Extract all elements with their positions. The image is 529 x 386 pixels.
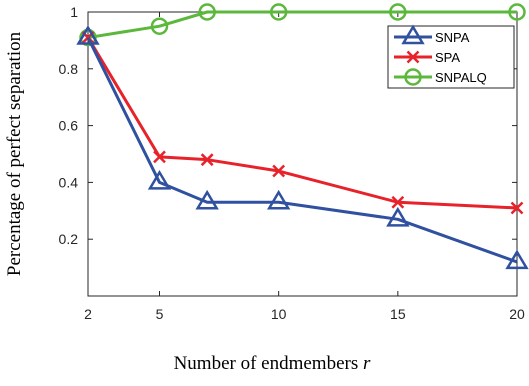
legend-marker-spa [406,50,420,64]
legend-entry-snpa: SNPA [394,24,470,45]
legend-marker-snpa [401,24,425,45]
data-point-snpa [505,249,529,270]
series-line-snpa [86,36,518,264]
x-axis-title-text: Number of endmembers [174,353,363,374]
y-axis-title: Percentage of perfect separation [4,31,25,276]
x-tick-label: 5 [156,306,164,322]
x-tick-label: 20 [509,306,525,322]
series-line-spa [86,36,518,210]
series-snpalq [79,3,526,47]
series-line-snpalq [87,10,517,40]
legend: SNPA SPA SNPALQ [387,24,515,89]
legend-marker-snpalq [404,68,422,86]
data-point-snpalq [269,3,288,21]
y-tick-label: 0.4 [59,174,79,190]
x-tick-label: 2 [84,306,92,322]
y-tick-label: 1 [70,4,78,20]
x-tick-label: 10 [271,306,287,322]
data-point-spa [272,164,286,178]
x-axis-title: Number of endmembers r [174,353,371,374]
data-point-spa [200,153,214,167]
data-point-snpa [195,189,219,210]
series-layer [76,3,529,270]
data-point-snpalq [508,3,526,21]
legend-entry-spa: SPA [394,50,460,65]
legend-entry-snpalq: SNPALQ [394,68,487,86]
data-point-snpalq [389,3,407,21]
y-tick-label: 0.6 [59,118,79,134]
legend-label-snpa: SNPA [435,30,470,45]
series-snpa [76,25,529,270]
x-axis-title-variable: r [363,353,371,374]
data-point-snpalq [198,3,216,21]
legend-label-snpalq: SNPALQ [435,70,487,85]
tick-marks: 2 5 10 15 20 0.2 0.4 0.6 0.8 1 [59,4,525,322]
data-point-snpa [147,169,172,190]
data-point-spa [510,201,524,215]
y-tick-label: 0.8 [59,61,79,77]
data-point-snpalq [79,28,97,47]
data-point-snpa [266,189,291,210]
data-point-spa [391,195,405,209]
x-tick-label: 15 [390,306,406,322]
y-tick-label: 0.2 [59,231,79,247]
data-point-spa [153,150,166,164]
data-point-snpa [76,25,100,45]
data-point-snpalq [150,17,169,35]
data-point-snpa [386,206,410,227]
legend-label-spa: SPA [435,50,460,65]
